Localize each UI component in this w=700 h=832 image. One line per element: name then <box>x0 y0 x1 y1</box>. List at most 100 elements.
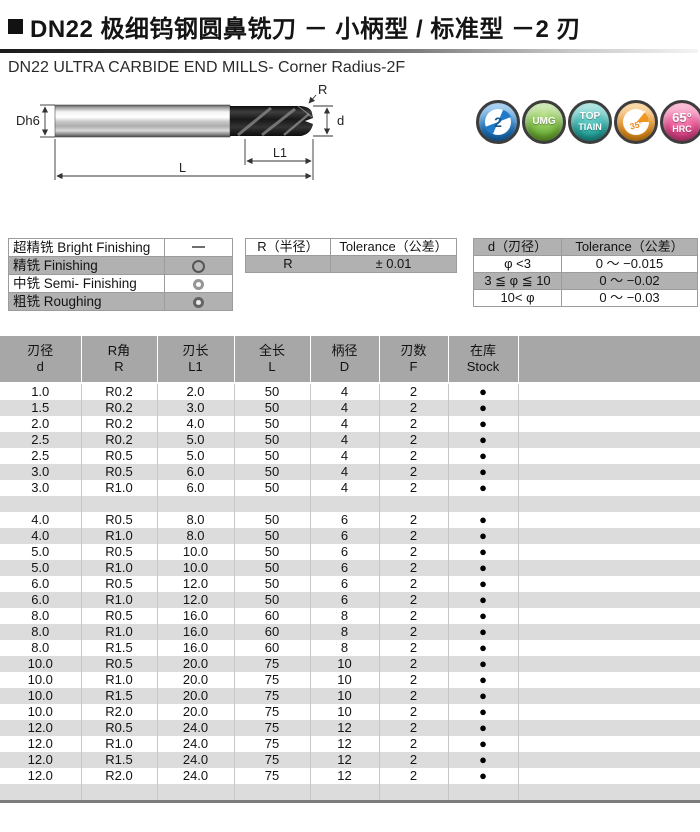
stock-dot: ● <box>479 528 487 543</box>
separator-cell <box>156 496 234 512</box>
separator-cell <box>0 784 81 802</box>
empty-cell <box>517 432 700 448</box>
svg-text:35°: 35° <box>629 118 645 131</box>
d-cell: 10.0 <box>27 688 53 703</box>
empty-cell <box>517 656 700 672</box>
shank-cell: 4 <box>309 416 379 432</box>
badge-helix-angle: 35° <box>614 100 658 144</box>
empty-cell <box>517 672 700 688</box>
l1-cell: 20.0 <box>156 672 234 688</box>
l1-cell: 8.0 <box>156 512 234 528</box>
tolerance-header-row: d（刃径） Tolerance（公差） <box>473 238 698 256</box>
r-cell: R0.5 <box>80 608 157 624</box>
flutes-cell: 2 <box>378 736 448 752</box>
empty-cell <box>517 576 700 592</box>
finishing-table: 超精铣 Bright Finishing 精铣 Finishing 中铣 Semi-… <box>8 238 233 311</box>
dash-symbol <box>192 246 205 249</box>
l1-cell: 8.0 <box>156 528 234 544</box>
r-cell: R1.0 <box>80 528 157 544</box>
tip-highlight <box>297 105 313 118</box>
badge-coating: TOP TIAIN <box>568 100 612 144</box>
tolerance-cell: ± 0.01 <box>330 255 457 273</box>
stock-dot: ● <box>479 704 487 719</box>
badge-row: 2 UMG TOP TIAIN 35° 65° HRC <box>476 100 700 144</box>
empty-cell <box>517 400 700 416</box>
hardness-unit: HRC <box>672 123 692 134</box>
shank-cell: 10 <box>309 656 379 672</box>
corner-radius-label: R <box>318 82 327 97</box>
spec-row: 6.0 R1.0 12.0 50 6 2 ● <box>0 592 700 608</box>
stock-cell: ● <box>447 544 518 560</box>
empty-cell <box>517 768 700 784</box>
tolerance-header-row: R（半径） Tolerance（公差） <box>245 238 457 256</box>
stock-cell: ● <box>447 592 518 608</box>
stock-dot: ● <box>479 560 487 575</box>
stock-cell: ● <box>447 576 518 592</box>
main-table-body: 1.0 R0.2 2.0 50 4 2 ● 1.5 R0.2 3.0 50 4 2 ● 2.0 R0.2 4.0… <box>0 383 700 802</box>
coating-label-line2: TIAIN <box>578 122 602 132</box>
empty-cell <box>517 448 700 464</box>
l1-cell: 24.0 <box>156 768 234 784</box>
flutes-cell: 2 <box>378 400 448 416</box>
main-table-header: 刃径 d R角 R 刃长 L1 全长 L 柄径 D 刃数 F 在库 Stock <box>0 336 700 384</box>
separator-row <box>0 784 700 802</box>
finishing-symbol-cell <box>164 238 233 257</box>
svg-text:2: 2 <box>494 114 502 130</box>
finishing-row: 中铣 Semi- Finishing <box>8 274 233 293</box>
empty-cell <box>517 383 700 400</box>
hardness-value: 65° <box>672 109 692 125</box>
l1-cell: 20.0 <box>156 656 234 672</box>
flute-line <box>237 106 272 137</box>
d-cell: 2.0 <box>31 416 50 431</box>
finishing-symbol-cell <box>164 256 233 275</box>
column-header: Tolerance（公差） <box>561 238 698 256</box>
spec-row: 8.0 R0.5 16.0 60 8 2 ● <box>0 608 700 624</box>
helix-angle-icon: 35° <box>623 109 649 135</box>
r-cell: R1.0 <box>80 480 157 496</box>
badge-flute-count: 2 <box>476 100 520 144</box>
shank-cell: 10 <box>309 688 379 704</box>
l1-cell: 24.0 <box>156 736 234 752</box>
spec-row: 2.5 R0.2 5.0 50 4 2 ● <box>0 432 700 448</box>
l-cell: 75 <box>233 656 310 672</box>
spec-row: 4.0 R1.0 8.0 50 6 2 ● <box>0 528 700 544</box>
shank-cell: 6 <box>309 512 379 528</box>
d-cell: 5.0 <box>31 544 50 559</box>
l-cell: 75 <box>233 720 310 736</box>
flutes-cell: 2 <box>378 704 448 720</box>
spec-row: 3.0 R0.5 6.0 50 4 2 ● <box>0 464 700 480</box>
flutes-cell: 2 <box>378 768 448 784</box>
finishing-row: 精铣 Finishing <box>8 256 233 275</box>
l-cell: 75 <box>233 704 310 720</box>
spec-row: 5.0 R1.0 10.0 50 6 2 ● <box>0 560 700 576</box>
flutes-cell: 2 <box>378 464 448 480</box>
l1-cell: 10.0 <box>156 560 234 576</box>
stock-cell: ● <box>447 720 518 736</box>
r-cell: R1.0 <box>80 672 157 688</box>
stock-cell: ● <box>447 448 518 464</box>
stock-cell: ● <box>447 768 518 784</box>
empty-cell <box>517 688 700 704</box>
r-cell: R0.2 <box>80 432 157 448</box>
stock-cell: ● <box>447 432 518 448</box>
badge-hardness: 65° HRC <box>660 100 700 144</box>
finishing-symbol-cell <box>164 292 233 311</box>
spec-row: 12.0 R1.0 24.0 75 12 2 ● <box>0 736 700 752</box>
l-cell: 50 <box>233 480 310 496</box>
stock-cell: ● <box>447 624 518 640</box>
l-cell: 75 <box>233 768 310 784</box>
empty-cell <box>517 608 700 624</box>
tolerance-cell: R <box>245 255 331 273</box>
l1-cell: 4.0 <box>156 416 234 432</box>
shank-cell: 12 <box>309 736 379 752</box>
l-cell: 50 <box>233 416 310 432</box>
l1-cell: 16.0 <box>156 624 234 640</box>
flutes-cell: 2 <box>378 576 448 592</box>
flutes-cell: 2 <box>378 752 448 768</box>
title-gradient-rule <box>0 49 698 53</box>
shank-cell: 4 <box>309 448 379 464</box>
finishing-label: 精铣 Finishing <box>8 256 165 275</box>
l1-cell: 16.0 <box>156 640 234 656</box>
stock-dot: ● <box>479 640 487 655</box>
